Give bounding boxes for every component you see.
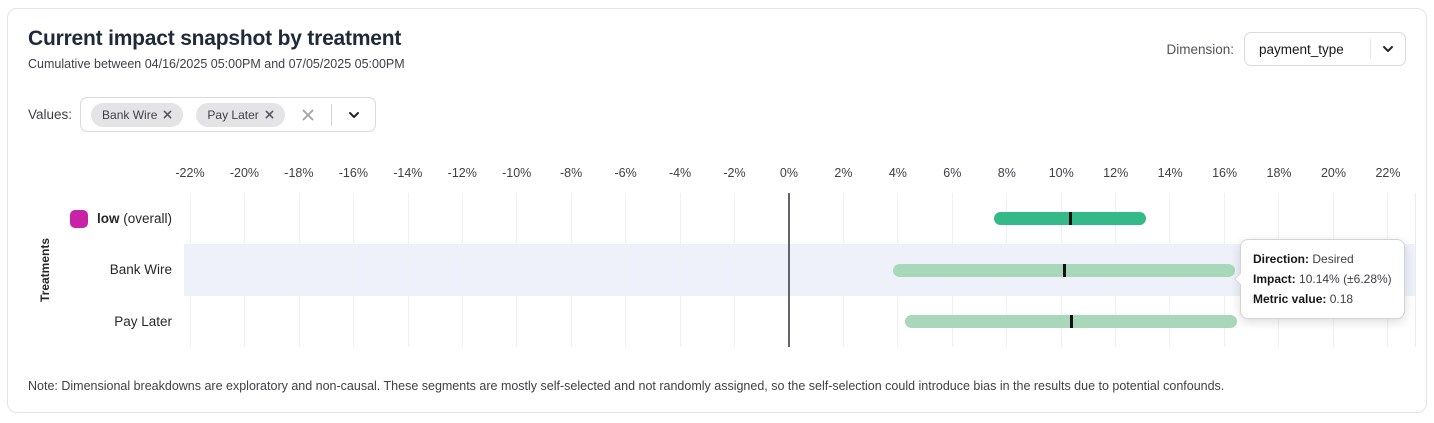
gridline xyxy=(679,193,681,347)
title-block: Current impact snapshot by treatment Cum… xyxy=(28,27,405,71)
x-axis-tick-label: -12% xyxy=(447,166,477,180)
gridline xyxy=(625,193,627,347)
selected-value-chips: Bank Wire Pay Later xyxy=(91,102,285,127)
date-range-subtitle: Cumulative between 04/16/2025 05:00PM an… xyxy=(28,57,405,71)
open-values-dropdown-button[interactable] xyxy=(345,108,363,122)
legend-swatch-icon xyxy=(69,209,88,228)
gridline xyxy=(516,193,518,347)
x-axis-tick-label: 16% xyxy=(1212,166,1238,180)
x-axis-tick-label: -14% xyxy=(393,166,423,180)
x-axis-tick-label: -6% xyxy=(614,166,637,180)
x-axis-tick-label: -4% xyxy=(668,166,692,180)
values-label: Values: xyxy=(28,107,73,122)
chevron-down-icon xyxy=(1381,42,1395,56)
row-label-suffix: (overall) xyxy=(119,211,172,227)
x-axis-tick-label: 6% xyxy=(943,166,962,180)
treatment-row-label: Bank Wire xyxy=(28,244,172,295)
chevron-down-icon xyxy=(347,108,361,122)
impact-point-marker xyxy=(1068,212,1072,226)
page-title: Current impact snapshot by treatment xyxy=(28,27,402,50)
clear-values-button[interactable] xyxy=(298,107,318,123)
gridline xyxy=(734,193,736,347)
treatment-row-label: Pay Later xyxy=(28,296,172,347)
gridline xyxy=(244,193,246,347)
tooltip-metric-label: Metric value: xyxy=(1253,292,1327,306)
x-axis-tick-label: -20% xyxy=(229,166,260,180)
x-axis-tick-label: -16% xyxy=(338,166,368,180)
plot-area xyxy=(184,193,1416,347)
impact-snapshot-card: Current impact snapshot by treatment Cum… xyxy=(7,8,1427,413)
values-multiselect[interactable]: Bank Wire Pay Later xyxy=(80,97,376,132)
value-chip[interactable]: Bank Wire xyxy=(91,102,184,127)
value-chip-label: Bank Wire xyxy=(102,107,158,122)
x-axis-tick-label: 2% xyxy=(834,166,853,180)
dimension-control: Dimension: payment_type xyxy=(1166,32,1406,66)
note-text: Note: Dimensional breakdowns are explora… xyxy=(28,379,1225,393)
treatment-row-labels: low (overall) Bank Wire Pay Later xyxy=(28,193,172,347)
x-axis-tick-label: -8% xyxy=(560,166,583,180)
x-axis-tick-label: 14% xyxy=(1157,166,1183,180)
tooltip-metric-row: Metric value: 0.18 xyxy=(1253,289,1392,309)
header: Current impact snapshot by treatment Cum… xyxy=(28,27,1406,71)
x-axis-tick-label: 8% xyxy=(997,166,1016,180)
tooltip-direction-row: Direction: Desired xyxy=(1253,249,1392,269)
value-chip-label: Pay Later xyxy=(207,107,259,122)
values-filter-row: Values: Bank Wire Pay Later xyxy=(28,97,1406,132)
value-chip[interactable]: Pay Later xyxy=(196,102,285,127)
tooltip-metric-value: 0.18 xyxy=(1329,292,1354,306)
impact-chart: Treatments -22% -20% -18% -16% -14% -12% -10% -… xyxy=(28,166,1416,347)
row-label-text: Pay Later xyxy=(114,313,172,329)
tooltip-direction-label: Direction: xyxy=(1253,252,1310,266)
clear-x-icon xyxy=(300,107,316,123)
x-axis-tick-label: 18% xyxy=(1266,166,1292,180)
bar-tooltip: Direction: Desired Impact: 10.14% (±6.28… xyxy=(1234,239,1405,319)
x-axis-tick-label: -2% xyxy=(723,166,746,180)
gridline xyxy=(570,193,572,347)
gridline xyxy=(298,193,300,347)
gridline xyxy=(407,193,409,347)
impact-point-marker xyxy=(1062,263,1066,277)
x-axis-tick-label: 0% xyxy=(779,166,799,180)
tooltip-impact-value: 10.14% (±6.28%) xyxy=(1299,272,1392,286)
x-axis-tick-labels: -22% -20% -18% -16% -14% -12% -10% -8% -6% -4% -2%… xyxy=(175,166,1416,182)
treatment-row-band[interactable] xyxy=(184,193,1415,244)
dimension-label: Dimension: xyxy=(1166,41,1234,57)
gridline xyxy=(842,193,844,347)
tooltip-impact-row: Impact: 10.14% (±6.28%) xyxy=(1253,269,1392,289)
x-axis-tick-label: -10% xyxy=(502,166,532,180)
treatment-row-label: low (overall) xyxy=(28,193,172,244)
tooltip-direction-value: Desired xyxy=(1312,252,1354,266)
gridline xyxy=(353,193,355,347)
x-axis-tick-label: 12% xyxy=(1103,166,1129,180)
x-axis-tick-label: -22% xyxy=(175,166,205,180)
tooltip-impact-label: Impact: xyxy=(1253,272,1296,286)
impact-point-marker xyxy=(1069,314,1073,328)
zero-line xyxy=(788,193,790,347)
x-axis-tick-label: 4% xyxy=(888,166,907,180)
values-divider xyxy=(330,103,332,126)
x-axis-tick-label: 20% xyxy=(1320,166,1347,180)
dimension-select-value: payment_type xyxy=(1259,41,1344,57)
remove-x-icon[interactable] xyxy=(265,110,274,119)
gridline xyxy=(462,193,464,347)
dimension-select[interactable]: payment_type xyxy=(1244,32,1406,66)
gridline xyxy=(189,193,191,347)
select-divider xyxy=(1370,39,1371,59)
row-label-text: low xyxy=(96,211,120,227)
x-axis-tick-label: 22% xyxy=(1375,166,1401,180)
x-axis-tick-label: -18% xyxy=(284,166,314,180)
remove-x-icon[interactable] xyxy=(163,110,172,119)
row-label-text: Bank Wire xyxy=(109,262,172,278)
x-axis-tick-label: 10% xyxy=(1048,166,1074,180)
